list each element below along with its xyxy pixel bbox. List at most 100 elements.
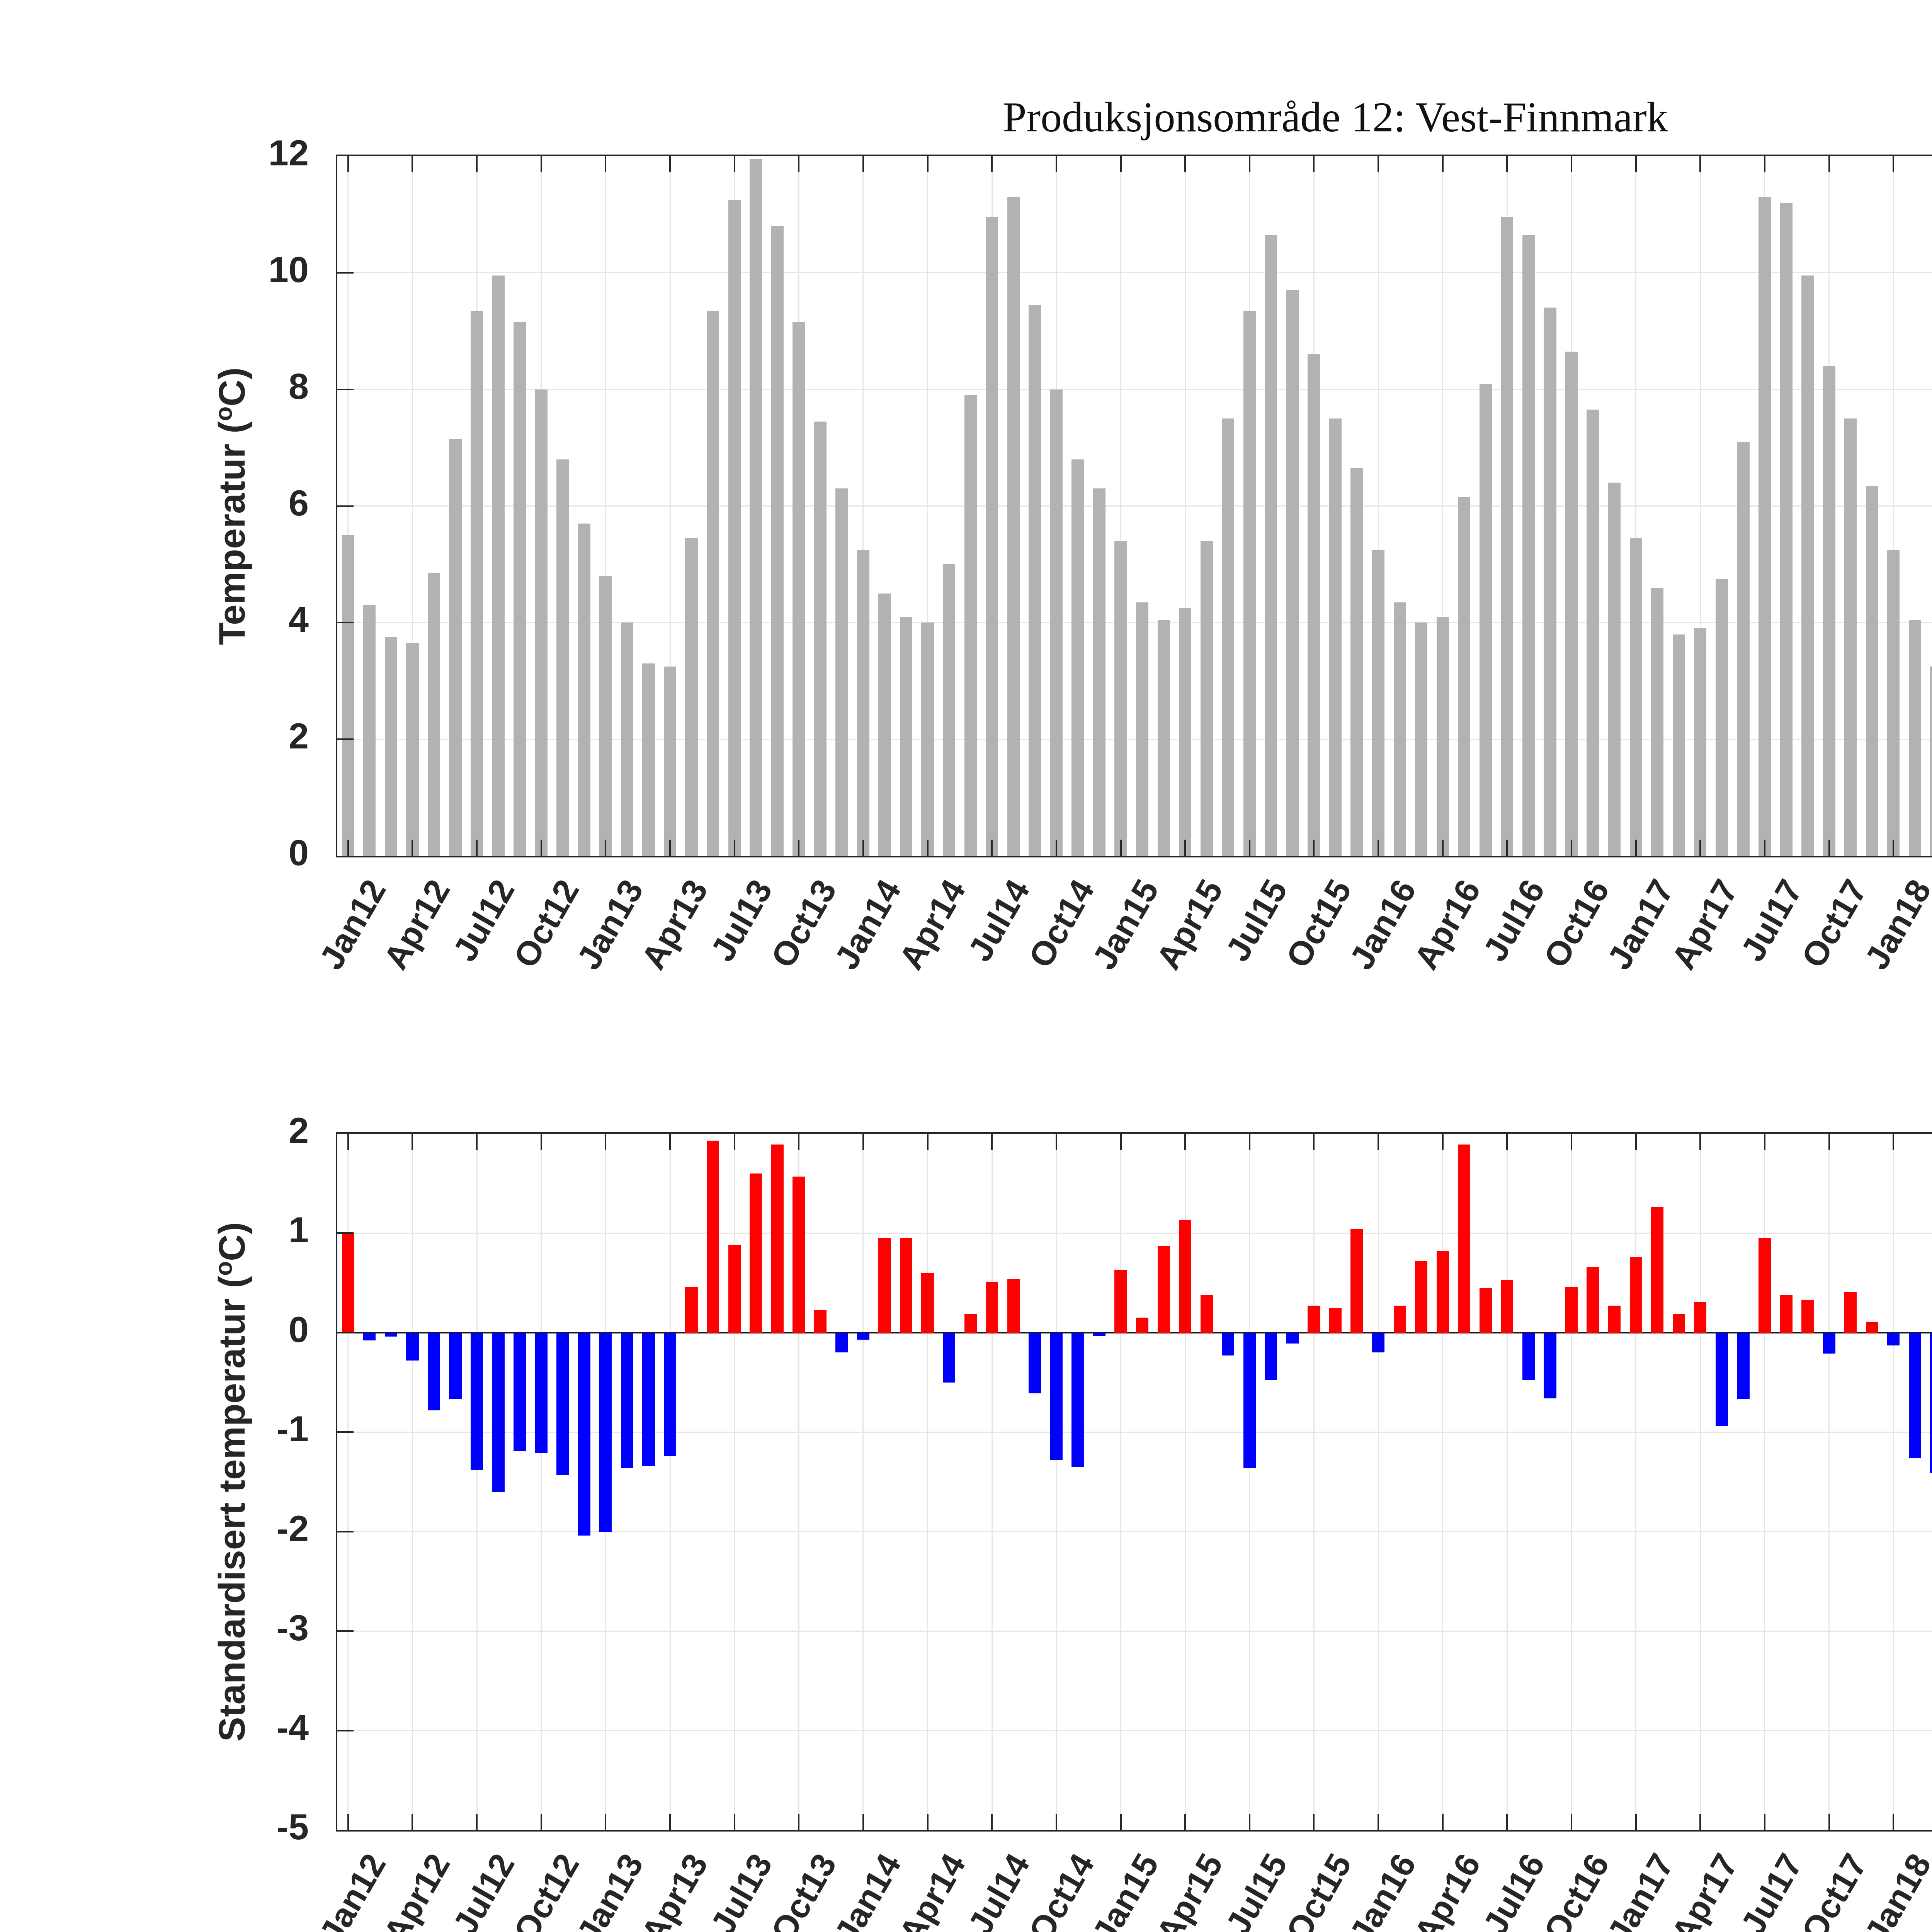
- x-tick: [1313, 1814, 1315, 1830]
- x-tick: [1184, 840, 1186, 856]
- bar-Apr14: [921, 1273, 934, 1333]
- x-tick: [605, 1134, 607, 1150]
- x-tick: [1442, 1814, 1444, 1830]
- v-gridline: [1764, 1134, 1765, 1830]
- bar-Jan13: [599, 576, 612, 856]
- bar-Apr12: [406, 1332, 419, 1361]
- v-gridline: [1699, 156, 1701, 856]
- x-tick: [1442, 1134, 1444, 1150]
- x-tick: [669, 1814, 671, 1830]
- bar-May12: [427, 573, 440, 856]
- bar-Jan15: [1114, 541, 1127, 856]
- v-gridline: [1828, 1134, 1830, 1830]
- x-tick: [1635, 1814, 1637, 1830]
- x-tick: [991, 1814, 993, 1830]
- bar-Mar12: [384, 637, 397, 856]
- y-tick: [337, 272, 354, 274]
- v-gridline: [927, 1134, 929, 1830]
- v-gridline: [734, 1134, 735, 1830]
- x-tick: [347, 840, 349, 856]
- bar-Oct17: [1823, 366, 1835, 856]
- y-tick-label: 4: [288, 599, 309, 640]
- bar-Sep17: [1801, 1299, 1814, 1333]
- bar-Sep12: [514, 322, 526, 856]
- bar-Dec17: [1866, 1321, 1878, 1333]
- v-gridline: [1442, 156, 1444, 856]
- bar-Mar18: [1930, 666, 1932, 856]
- x-tick: [1571, 1814, 1573, 1830]
- v-gridline: [1184, 156, 1186, 856]
- bar-Feb14: [878, 1238, 891, 1333]
- bar-Jul14: [986, 217, 998, 856]
- x-tick: [605, 840, 607, 856]
- bar-Jun16: [1479, 1288, 1492, 1333]
- x-tick: [1571, 156, 1573, 172]
- x-tick: [1184, 1134, 1186, 1150]
- bar-Mar14: [900, 617, 913, 856]
- x-tick: [1378, 1134, 1379, 1150]
- bar-May14: [943, 1332, 956, 1383]
- v-gridline: [991, 1134, 993, 1830]
- x-tick: [1184, 1814, 1186, 1830]
- x-tick: [1571, 1134, 1573, 1150]
- y-tick-label: 1: [288, 1209, 309, 1250]
- bar-Aug15: [1265, 1332, 1277, 1381]
- bar-Sep13: [771, 1145, 784, 1333]
- bar-Aug16: [1522, 235, 1535, 856]
- x-tick: [347, 156, 349, 172]
- bar-Jul15: [1243, 1332, 1256, 1468]
- x-tick: [412, 1814, 413, 1830]
- bar-Nov12: [556, 459, 569, 856]
- x-tick: [669, 156, 671, 172]
- bar-Oct17: [1823, 1332, 1835, 1354]
- bar-Jun14: [964, 1313, 977, 1333]
- y-tick-label: 0: [288, 832, 309, 873]
- bar-Feb17: [1651, 1207, 1664, 1333]
- bar-Jul13: [728, 1245, 741, 1333]
- bar-Jun14: [964, 395, 977, 856]
- x-tick: [927, 840, 929, 856]
- v-gridline: [1506, 1134, 1508, 1830]
- bar-Jul15: [1243, 310, 1256, 856]
- x-tick: [927, 1814, 929, 1830]
- x-tick: [1506, 156, 1508, 172]
- bar-Mar18: [1930, 1332, 1932, 1473]
- bar-May15: [1200, 541, 1213, 856]
- x-tick: [1442, 156, 1444, 172]
- bar-Oct15: [1308, 1306, 1320, 1333]
- x-tick: [1699, 156, 1701, 172]
- bar-Dec14: [1093, 1332, 1106, 1336]
- h-gridline: [337, 389, 1932, 390]
- x-tick: [1506, 1134, 1508, 1150]
- x-tick: [476, 1134, 478, 1150]
- bar-Oct13: [793, 322, 805, 856]
- bar-Apr16: [1436, 617, 1449, 856]
- bar-Dec13: [835, 488, 848, 856]
- x-tick: [347, 1814, 349, 1830]
- v-gridline: [862, 156, 864, 856]
- bar-May16: [1458, 497, 1471, 856]
- bar-Dec12: [578, 1332, 590, 1536]
- y-tick-label: 12: [268, 133, 309, 173]
- bar-Jan15: [1114, 1270, 1127, 1333]
- x-tick: [1055, 1814, 1057, 1830]
- temperature-bar-chart: [336, 155, 1932, 857]
- bar-Jul12: [470, 310, 483, 856]
- bar-Feb18: [1908, 1332, 1921, 1458]
- x-tick: [862, 1814, 864, 1830]
- bar-Nov17: [1844, 418, 1857, 856]
- v-gridline: [798, 1134, 799, 1830]
- y-tick: [337, 1431, 354, 1433]
- v-gridline: [862, 1134, 864, 1830]
- x-tick: [1828, 1814, 1830, 1830]
- x-tick: [1828, 156, 1830, 172]
- bar-Nov15: [1329, 1308, 1342, 1333]
- y-tick: [337, 1531, 354, 1532]
- x-tick: [1893, 156, 1895, 172]
- bar-Jan17: [1629, 538, 1642, 856]
- bar-May16: [1458, 1145, 1471, 1333]
- bar-Apr13: [663, 666, 677, 856]
- bar-Apr15: [1179, 1220, 1192, 1333]
- x-tick: [1764, 156, 1765, 172]
- bar-Jan13: [599, 1332, 612, 1532]
